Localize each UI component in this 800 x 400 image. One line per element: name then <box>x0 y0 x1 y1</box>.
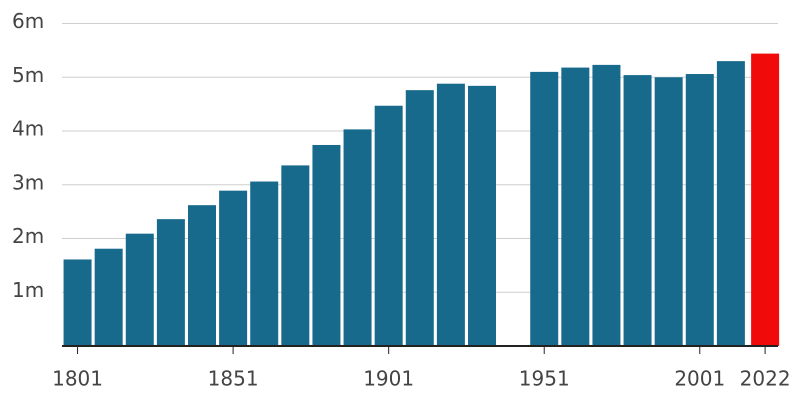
bar <box>561 67 590 346</box>
x-tick-label: 1801 <box>52 367 103 391</box>
bar <box>281 165 310 346</box>
bar <box>654 77 683 346</box>
y-tick-label: 5m <box>12 63 44 87</box>
bar <box>156 219 185 346</box>
bar <box>436 83 465 346</box>
y-tick-label: 2m <box>12 224 44 248</box>
bar <box>250 181 279 346</box>
bar <box>219 190 248 346</box>
bar <box>685 74 714 347</box>
bar <box>63 259 92 346</box>
bar <box>623 75 652 346</box>
bar <box>94 248 123 346</box>
x-tick-label: 1951 <box>519 367 570 391</box>
y-tick-label: 6m <box>12 9 44 33</box>
y-tick-label: 1m <box>12 278 44 302</box>
x-tick-label: 1901 <box>363 367 414 391</box>
x-tick-label: 1851 <box>208 367 259 391</box>
bar <box>405 90 434 347</box>
bar <box>188 205 216 346</box>
bar <box>530 71 559 346</box>
x-tick-label: 2001 <box>674 367 725 391</box>
bar <box>343 129 372 346</box>
y-tick-label: 3m <box>12 170 44 194</box>
x-tick-label: 2022 <box>740 367 791 391</box>
bar <box>374 105 403 346</box>
bar <box>312 144 341 346</box>
bar <box>592 64 621 346</box>
bar <box>716 61 745 346</box>
y-tick-label: 4m <box>12 117 44 141</box>
bar <box>751 53 780 346</box>
bar <box>468 85 496 346</box>
bar <box>125 233 154 346</box>
